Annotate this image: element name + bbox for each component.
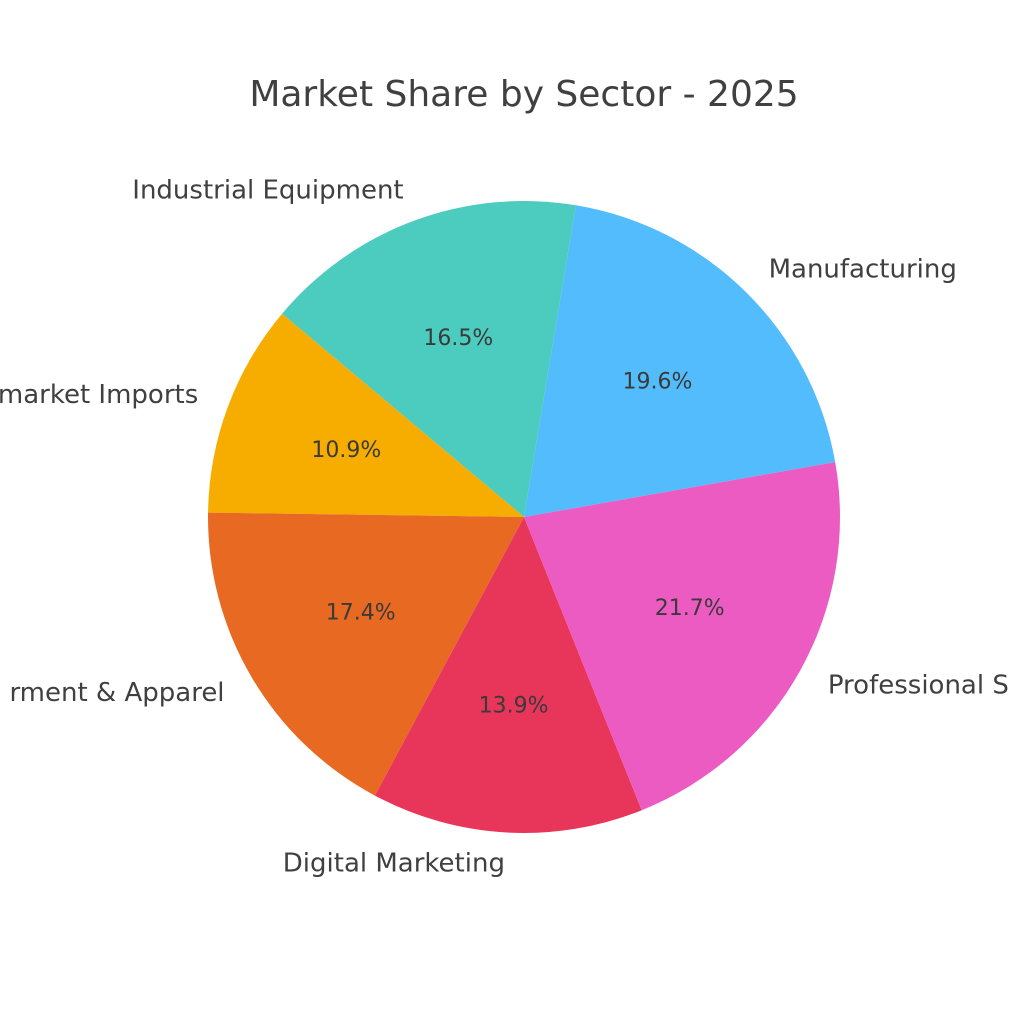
slice-label: market Imports xyxy=(0,380,198,410)
value-label: 17.4% xyxy=(326,600,396,625)
pie-slice xyxy=(524,462,840,811)
pie-slice xyxy=(524,205,836,517)
slice-label: Professional S xyxy=(828,670,1009,700)
value-label: 10.9% xyxy=(311,438,381,463)
value-label: 21.7% xyxy=(655,596,725,621)
slice-label: Manufacturing xyxy=(769,255,957,285)
value-label: 19.6% xyxy=(622,369,692,394)
pie-slice xyxy=(208,512,525,796)
pie-slice xyxy=(282,200,576,517)
pie-slice xyxy=(374,517,642,833)
slice-label: rment & Apparel xyxy=(9,678,224,708)
value-label: 13.9% xyxy=(479,693,549,718)
value-label: 16.5% xyxy=(423,326,493,351)
pie-slice xyxy=(208,313,524,517)
slice-label: Industrial Equipment xyxy=(132,175,403,205)
slice-label: Digital Marketing xyxy=(283,849,505,879)
chart-title: Market Share by Sector - 2025 xyxy=(249,74,798,115)
